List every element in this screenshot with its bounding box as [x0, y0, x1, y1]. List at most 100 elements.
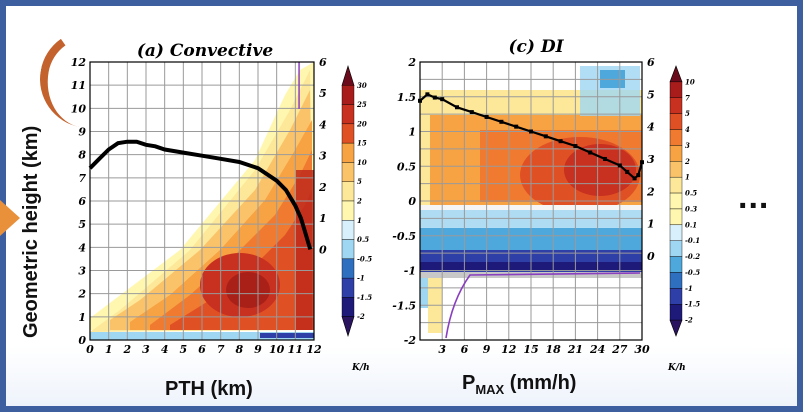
colorbar-swatch: [341, 239, 355, 260]
heat-column-a: [296, 170, 314, 330]
y-tick-label: 2: [77, 288, 86, 301]
colorbar-swatch: [341, 85, 355, 105]
y-ticks-right-a: 0 1 2 3 4 5 6: [318, 56, 327, 256]
x-tick-label: 2: [123, 343, 132, 356]
colorbar-unit-a: K/h: [351, 363, 370, 373]
colorbar-unit-c: K/h: [667, 363, 686, 373]
y-tick-label: 1: [408, 126, 416, 139]
y2-tick-label: 2: [318, 181, 327, 194]
y2-tick-label: 5: [647, 88, 655, 101]
colorbar-swatch: [669, 208, 683, 226]
colorbar-swatch: [341, 258, 355, 279]
colorbar-cap-bottom: [669, 319, 683, 337]
bullet-triangle-icon: [0, 200, 20, 236]
x-tick-label: 3: [438, 343, 446, 356]
y-tick-label: 12: [71, 56, 87, 69]
series-marker: [432, 95, 437, 100]
x-tick-label: 1: [105, 343, 113, 356]
colorbar-swatch: [669, 113, 683, 130]
colorbar-cap-bottom: [341, 316, 355, 338]
colorbar-swatch: [341, 200, 355, 221]
colorbar-swatch: [669, 192, 683, 210]
colorbar-swatch: [669, 304, 683, 321]
colorbar-tick-label: 0.1: [685, 220, 697, 229]
x-tick-label: 7: [217, 343, 225, 356]
series-marker: [440, 97, 445, 102]
y2-tick-label: 3: [647, 153, 655, 166]
y2-tick-label: 6: [647, 56, 655, 69]
series-marker: [469, 110, 474, 115]
colorbar-tick-label: 4: [685, 125, 690, 134]
heat-core-a-inner: [226, 272, 270, 308]
x-axis-label-a: PTH (km): [165, 378, 253, 400]
colorbar-tick-label: 20: [356, 119, 367, 128]
y2-tick-label: 5: [319, 87, 327, 100]
colorbar-tick-label: -1: [357, 274, 365, 283]
x-tick-label: 3: [142, 343, 150, 356]
y-axis-label: Geometric height (km): [20, 125, 42, 338]
colorbar-tick-label: -0.5: [357, 254, 372, 263]
continuation-ellipsis: ...: [738, 178, 770, 216]
colorbar-tick-label: 25: [356, 100, 367, 109]
series-marker: [484, 114, 489, 119]
colorbar-swatch: [669, 161, 683, 178]
y-ticks-left-c: 2 1.5 1 0.5 0 -0.5 -1 -1.5 -2: [392, 56, 416, 347]
colorbar-tick-label: 1: [357, 216, 362, 225]
colorbar-tick-label: 1: [685, 173, 690, 182]
x-tick-label: 15: [523, 343, 538, 356]
x-axis-label-c-unit: (mm/h): [504, 372, 577, 394]
y-ticks-right-c: 6 5 4 3 2 1 0: [646, 56, 655, 263]
y2-tick-label: 1: [319, 212, 327, 225]
colorbar-swatch: [669, 224, 683, 241]
colorbar-tick-label: 7: [685, 93, 690, 102]
colorbar-swatch: [669, 97, 683, 114]
x-tick-label: 9: [483, 343, 491, 356]
y-tick-label: 11: [71, 79, 86, 92]
cool-strip-bottom-c: [420, 278, 428, 308]
colorbar-tick-label: -1.5: [357, 293, 372, 302]
colorbar-swatch: [341, 220, 355, 240]
series-marker: [425, 92, 430, 97]
y-tick-label: -1: [404, 265, 416, 278]
heat-core-c: [564, 144, 636, 196]
panel-title-a: (a) Convective: [137, 41, 273, 61]
series-marker: [617, 163, 622, 168]
colorbar-tick-label: 0.3: [685, 204, 697, 213]
colorbar-swatch: [669, 240, 683, 257]
colorbar-tick-label: 5: [685, 109, 690, 118]
x-tick-label: 21: [567, 343, 583, 356]
panel-convective: (a) Convective 0 1 2 3 4 5 6 7 8 9 10 11 12 01234567…: [71, 41, 373, 373]
y2-tick-label: 6: [319, 56, 327, 69]
series-line-a: [88, 139, 313, 250]
x-tick-label: 0: [86, 343, 94, 356]
colorbar-swatch: [669, 288, 683, 305]
series-marker: [514, 124, 519, 129]
x-axis-label-c-sub: MAX: [475, 382, 505, 397]
colorbar-swatch: [669, 145, 683, 162]
colorbar-tick-label: 30: [357, 81, 367, 90]
plot-border-c: [419, 61, 643, 341]
x-tick-label: 12: [501, 343, 517, 356]
y-tick-label: 1: [78, 311, 86, 324]
colorbar-swatch: [669, 256, 683, 273]
series-markers-c: [418, 92, 644, 181]
y-tick-label: 0.5: [397, 160, 416, 173]
colorbar-tick-label: 0.5: [685, 189, 697, 198]
colorbar-tick-label: 10: [685, 77, 695, 86]
colorbar-tick-label: 5: [357, 177, 362, 186]
colorbar-swatch: [341, 104, 355, 125]
y-tick-label: 3: [78, 265, 86, 278]
colorbar-swatch: [669, 129, 683, 146]
series-marker: [603, 156, 607, 161]
x-ticks-a: 0 1 2 3 4 5 6 7 8 9 10 11 12: [86, 343, 322, 356]
panel-di: (c) DI 3 6 9 12 15 18 21 24 27 30 21.510.50-0.5-1…: [392, 37, 700, 373]
y2-tick-label: 4: [647, 121, 655, 134]
x-axis-label-c: PMAX (mm/h): [462, 372, 576, 397]
x-tick-label: 30: [634, 343, 650, 356]
colorbar-swatch: [669, 176, 683, 194]
y-tick-label: 7: [78, 172, 86, 185]
x-tick-label: 6: [461, 343, 469, 356]
y2-tick-label: 4: [319, 118, 327, 131]
y-tick-label: 8: [78, 149, 86, 162]
